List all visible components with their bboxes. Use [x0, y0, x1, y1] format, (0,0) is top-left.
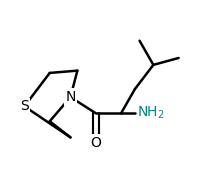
Text: NH$_2$: NH$_2$ — [137, 105, 165, 121]
Text: S: S — [20, 99, 29, 113]
Text: O: O — [90, 136, 101, 150]
Text: N: N — [65, 90, 76, 104]
